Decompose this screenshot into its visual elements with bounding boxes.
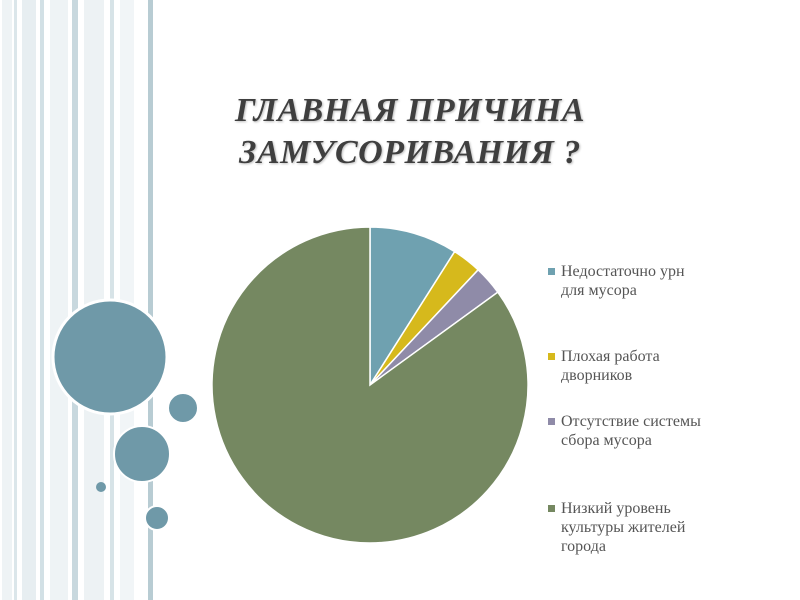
pie-chart xyxy=(211,226,529,544)
small-circle-decoration xyxy=(167,392,199,424)
legend-swatch xyxy=(548,505,555,512)
slide-title: ГЛАВНАЯ ПРИЧИНА ЗАМУСОРИВАНИЯ ? xyxy=(200,90,620,174)
legend-swatch xyxy=(548,353,555,360)
decorative-circles xyxy=(51,298,199,531)
slide-title-line1: ГЛАВНАЯ ПРИЧИНА xyxy=(234,92,586,129)
slide-title-line2: ЗАМУСОРИВАНИЯ ? xyxy=(239,134,581,171)
legend-item: Плохая работа дворников xyxy=(548,347,708,412)
big-circle-decoration xyxy=(51,298,169,416)
legend-label: Плохая работа дворников xyxy=(561,348,660,384)
legend-label: Недостаточно урн для мусора xyxy=(561,263,685,299)
pie-slice-3 xyxy=(211,226,529,544)
medium-circle-decoration xyxy=(113,425,171,483)
pie-slice-0 xyxy=(369,226,456,388)
legend-label: Низкий уровень культуры жителей города xyxy=(561,500,686,555)
small-circle-decoration-2 xyxy=(144,505,170,531)
legend-item: Отсутствие системы сбора мусора xyxy=(548,412,708,499)
legend-swatch xyxy=(548,268,555,275)
legend-swatch xyxy=(548,418,555,425)
tiny-circle-decoration xyxy=(96,482,106,492)
chart-legend: Недостаточно урн для мусора Плохая работ… xyxy=(548,262,708,556)
legend-item: Низкий уровень культуры жителей города xyxy=(548,499,708,556)
legend-item: Недостаточно урн для мусора xyxy=(548,262,708,347)
legend-label: Отсутствие системы сбора мусора xyxy=(561,413,701,449)
